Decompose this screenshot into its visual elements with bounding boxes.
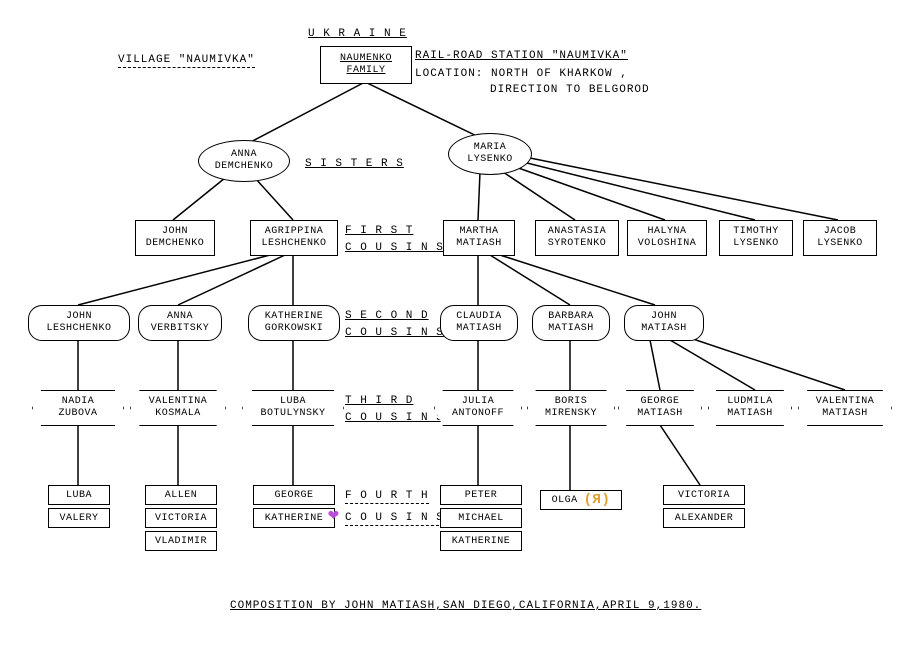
leaf-victoria1: VICTORIA [145,508,217,528]
martha-matiash: MARTHAMATIASH [443,220,515,256]
footer-text: COMPOSITION BY JOHN MATIASH,SAN DIEGO,CA… [230,600,701,612]
boris-mirensky: BORISMIRENSKY [528,390,614,426]
third-label-2: C O U S I N S [345,412,444,424]
third-label-1: T H I R D [345,395,413,407]
agrippina-leshchenko: AGRIPPINALESHCHENKO [250,220,338,256]
country-label: U K R A I N E [308,28,407,40]
fourth-label-1: F O U R T H [345,490,429,504]
leaf-victoria2: VICTORIA [663,485,745,505]
john-matiash: JOHNMATIASH [624,305,704,341]
julia-antonoff: JULIAANTONOFF [435,390,521,426]
leaf-allen: ALLEN [145,485,217,505]
accent-purple-icon: ❤ [328,504,339,526]
first-label-2: C O U S I N S [345,242,444,254]
leaf-olga: OLGA (Я) [540,490,622,510]
valentina-matiash: VALENTINAMATIASH [799,390,891,426]
john-leshchenko: JOHNLESHCHENKO [28,305,130,341]
leaf-vladimir: VLADIMIR [145,531,217,551]
root-family: NAUMENKO FAMILY [320,46,412,84]
leaf-valery: VALERY [48,508,110,528]
anastasia-syrotenko: ANASTASIASYROTENKO [535,220,619,256]
accent-r-icon: (Я) [584,492,611,508]
leaf-katherine: KATHERINE [253,508,335,528]
location-label-1: LOCATION: NORTH OF KHARKOW , [415,68,628,80]
family-line2: FAMILY [346,65,385,78]
second-label-1: S E C O N D [345,310,429,322]
anna-verbitsky: ANNAVERBITSKY [138,305,222,341]
sisters-label: S I S T E R S [305,158,404,170]
katherine-gorkowski: KATHERINEGORKOWSKI [248,305,340,341]
leaf-katherine2: KATHERINE [440,531,522,551]
valentina-kosmala: VALENTINAKOSMALA [131,390,225,426]
family-line1: NAUMENKO [340,53,392,66]
fourth-label-2: C O U S I N S [345,512,444,526]
second-label-2: C O U S I N S [345,327,444,339]
leaf-peter: PETER [440,485,522,505]
first-label-1: F I R S T [345,225,413,237]
station-label: RAIL-ROAD STATION "NAUMIVKA" [415,50,628,62]
claudia-matiash: CLAUDIAMATIASH [440,305,518,341]
timothy-lysenko: TIMOTHYLYSENKO [719,220,793,256]
john-demchenko: JOHNDEMCHENKO [135,220,215,256]
jacob-lysenko: JACOBLYSENKO [803,220,877,256]
maria-lysenko: MARIA LYSENKO [448,133,532,175]
luba-botulynsky: LUBABOTULYNSKY [243,390,343,426]
leaf-george: GEORGE [253,485,335,505]
village-label: VILLAGE "NAUMIVKA" [118,54,255,68]
halyna-voloshina: HALYNAVOLOSHINA [627,220,707,256]
nadia-zubova: NADIAZUBOVA [33,390,123,426]
ludmila-matiash: LUDMILAMATIASH [709,390,791,426]
barbara-matiash: BARBARAMATIASH [532,305,610,341]
leaf-alexander: ALEXANDER [663,508,745,528]
leaf-luba: LUBA [48,485,110,505]
location-label-2: DIRECTION TO BELGOROD [490,84,650,96]
anna-demchenko: ANNA DEMCHENKO [198,140,290,182]
george-matiash: GEORGEMATIASH [619,390,701,426]
leaf-michael: MICHAEL [440,508,522,528]
